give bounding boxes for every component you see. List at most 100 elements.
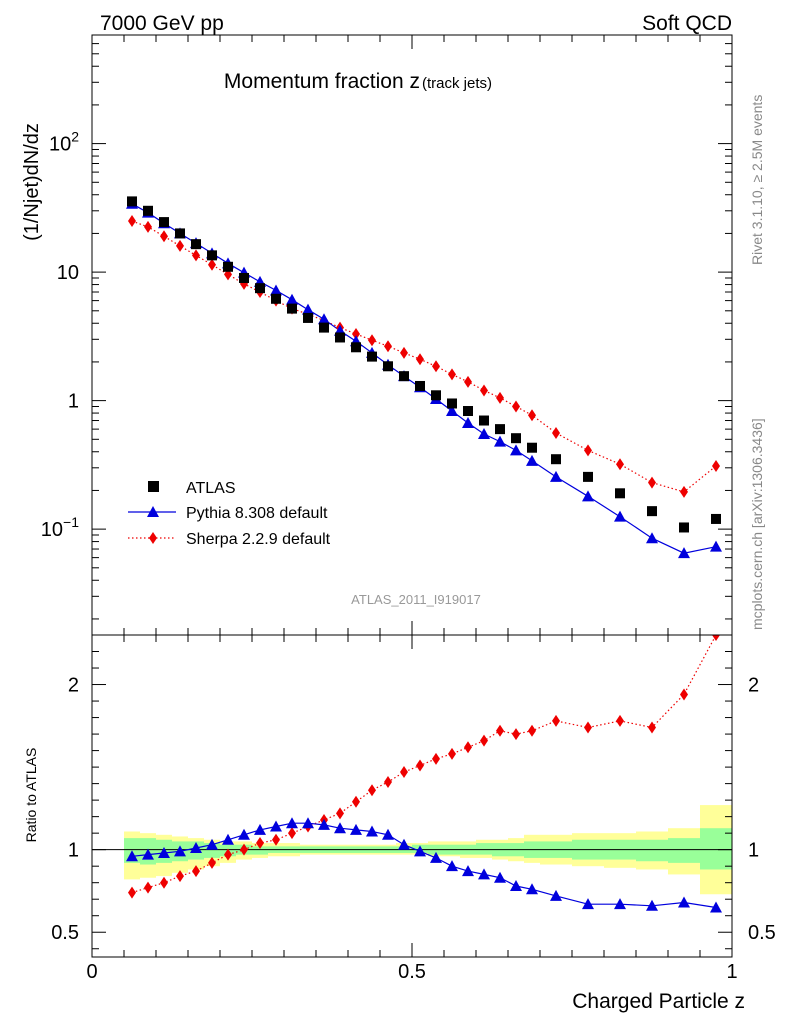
atlas-point (399, 371, 409, 382)
ratio-sherpa-point (352, 795, 360, 808)
sherpa-point (192, 249, 200, 262)
ratio-pythia-point (238, 828, 250, 840)
main-ytick-labels: 10−1 1 10 102 (41, 129, 79, 542)
ratio-pythia-point (550, 889, 562, 901)
sherpa-point (384, 340, 392, 353)
atlas-point (127, 196, 137, 207)
ratio-ytick-label-left: 0.5 (51, 922, 79, 944)
ratio-band-inner (700, 828, 732, 870)
ratio-sherpa-point (480, 734, 488, 747)
ratio-band-inner (252, 846, 268, 855)
ratio-sherpa-point (416, 759, 424, 772)
sherpa-point (416, 353, 424, 366)
main-ylabel: (1/Njet)dN/dz (21, 123, 43, 241)
ratio-sherpa-point (176, 870, 184, 883)
atlas-point (255, 283, 265, 294)
sherpa-point (128, 214, 136, 227)
pythia-point (494, 435, 506, 447)
pythia-line (131, 203, 717, 554)
pythia-point (614, 510, 626, 522)
ratio-sherpa-point (680, 688, 688, 701)
ratio-sherpa-point (512, 728, 520, 741)
ratio-pythia-point (398, 838, 410, 850)
atlas-point (383, 361, 393, 372)
atlas-point (271, 293, 281, 304)
atlas-point (463, 406, 473, 417)
sherpa-line (131, 220, 717, 493)
atlas-point (447, 398, 457, 409)
pythia-point (646, 532, 658, 544)
ratio-pythia-point (614, 898, 626, 910)
ratio-pythia-point (366, 825, 378, 837)
ratio-ytick-label-right: 0.5 (748, 922, 776, 944)
ratio-pythia-point (190, 842, 202, 854)
ratio-pythia-point (206, 838, 218, 850)
ratio-pythia-point (382, 828, 394, 840)
sherpa-point (616, 458, 624, 471)
pythia-point (302, 303, 314, 315)
ratio-pythia-point (318, 818, 330, 830)
ratio-sherpa-point (528, 724, 536, 737)
pythia-point (582, 490, 594, 502)
ratio-sherpa-point (464, 741, 472, 754)
ratio-pythia-point (710, 901, 722, 913)
x-axis-label: Charged Particle z (572, 990, 745, 1013)
atlas-point (175, 228, 185, 239)
main-title: Momentum fraction z (224, 70, 420, 93)
atlas-point (415, 380, 425, 391)
atlas-point (207, 250, 217, 261)
atlas-point (495, 424, 505, 435)
ratio-ylabel: Ratio to ATLAS (23, 748, 39, 843)
main-ticks (91, 34, 733, 635)
atlas-point (479, 415, 489, 426)
ratio-sherpa-point (272, 833, 280, 846)
atlas-point (551, 454, 561, 465)
ratio-sherpa-point (384, 775, 392, 788)
pythia-point (526, 454, 538, 466)
atlas-point (287, 303, 297, 314)
ratio-sherpa-point (144, 881, 152, 894)
ratio-pythia-point (414, 845, 426, 857)
ratio-pythia-point (582, 898, 594, 910)
atlas-point (583, 471, 593, 482)
pythia-point (270, 284, 282, 296)
legend-pythia-marker (147, 506, 159, 517)
ratio-pythia-point (510, 879, 522, 891)
atlas-point (431, 390, 441, 401)
legend-sherpa-marker (149, 532, 157, 544)
ratio-sherpa-point (160, 876, 168, 889)
main-ytick-label: 10 (57, 262, 79, 284)
ratio-pythia-point (446, 860, 458, 872)
atlas-point (143, 205, 153, 216)
ratio-pythia-point (142, 848, 154, 860)
legend-pythia-label: Pythia 8.308 default (186, 505, 328, 522)
ratio-ytick-label-right: 1 (748, 840, 759, 862)
sherpa-point (176, 239, 184, 252)
ratio-ticks (91, 635, 733, 957)
ratio-sherpa-point (400, 766, 408, 779)
ratio-panel: 0.5 0.5 1 1 2 2 0 0.5 1 Ratio to ATLAS Charged P… (23, 634, 776, 1013)
atlas-point (511, 433, 521, 444)
sherpa-point (400, 346, 408, 359)
pythia-point (510, 444, 522, 456)
header-left: 7000 GeV pp (100, 12, 224, 35)
ratio-sherpa-point (368, 784, 376, 797)
pythia-point (446, 405, 458, 417)
ratio-ytick-label-right: 2 (748, 675, 759, 697)
sherpa-point (496, 391, 504, 404)
atlas-point (223, 261, 233, 272)
pythia-point (478, 427, 490, 439)
atlas-point (319, 322, 329, 333)
sherpa-point (432, 360, 440, 373)
atlas-point (191, 239, 201, 250)
analysis-id: ATLAS_2011_I919017 (351, 592, 481, 607)
pythia-point (678, 547, 690, 559)
pythia-point (462, 416, 474, 428)
ratio-sherpa-point (616, 714, 624, 727)
ratio-pythia-point (270, 820, 282, 832)
sherpa-point (480, 384, 488, 397)
ratio-pythia-point (678, 896, 690, 908)
main-ytick-label: 102 (49, 129, 79, 156)
ratio-pythia-point (174, 845, 186, 857)
